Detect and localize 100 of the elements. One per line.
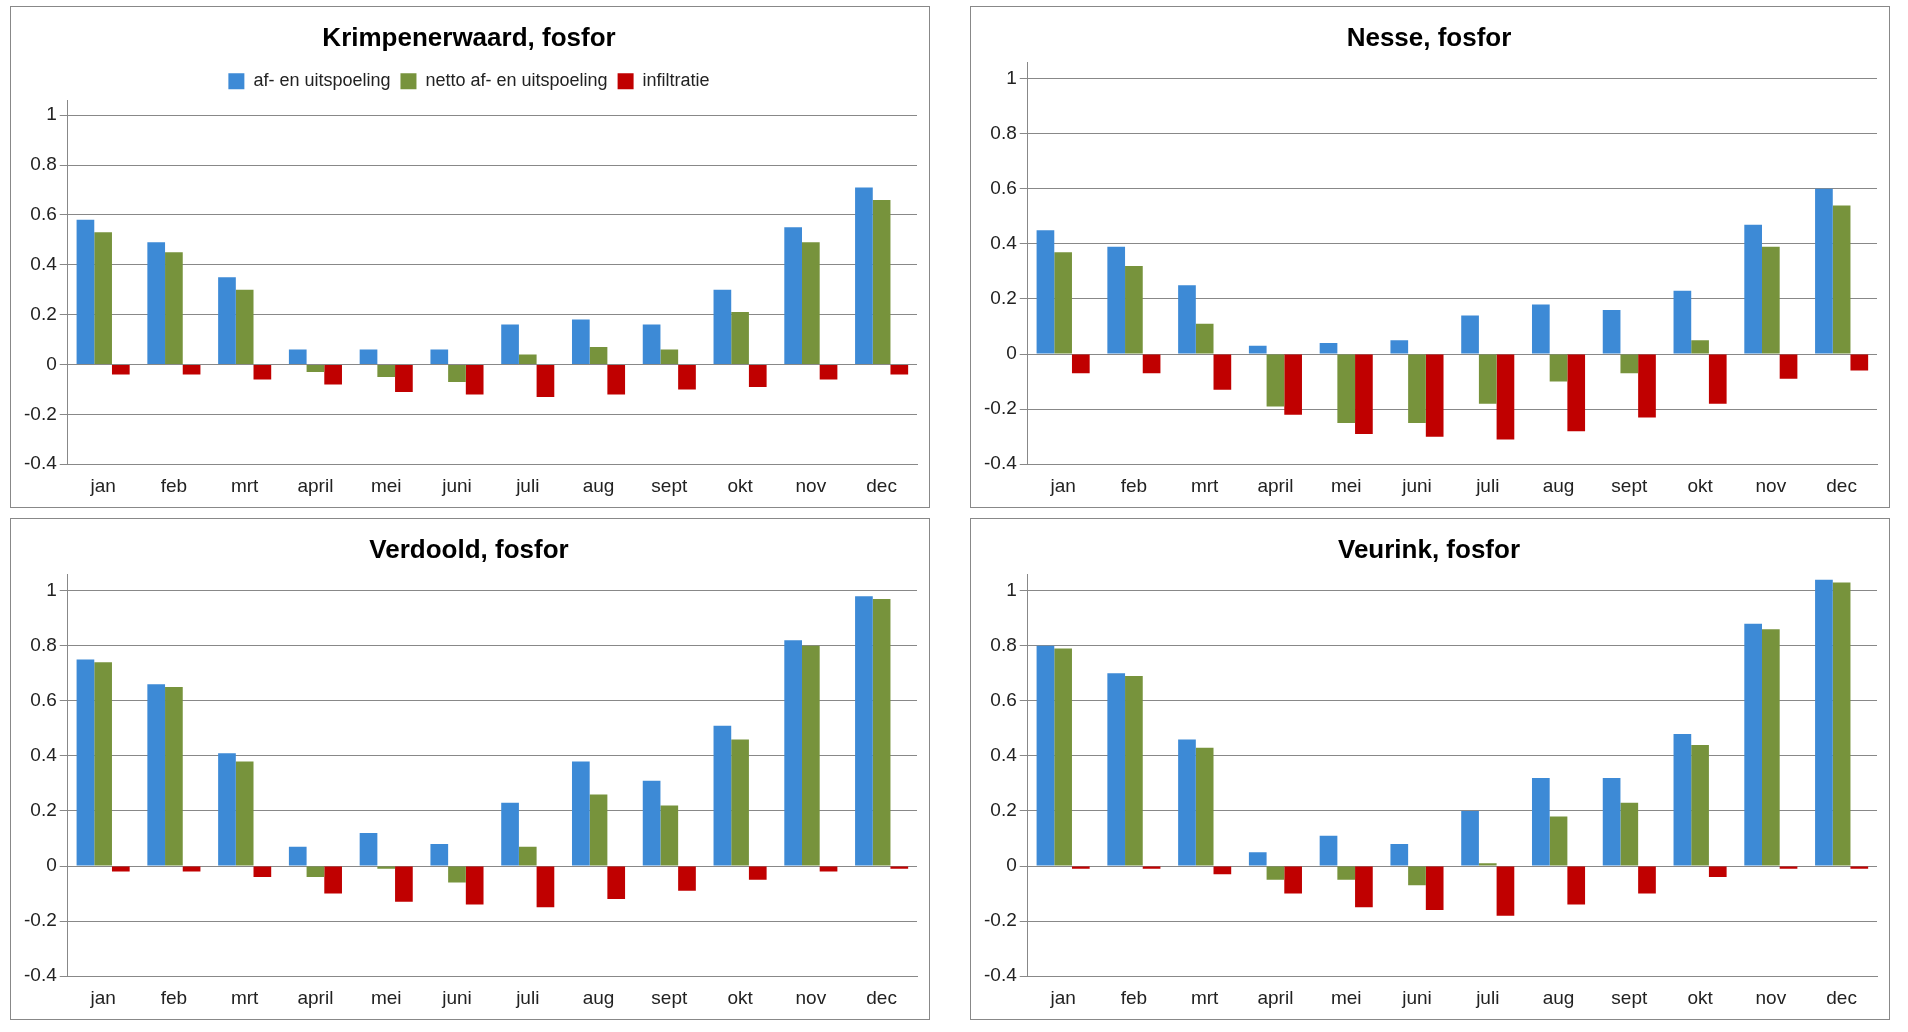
bar <box>784 640 802 866</box>
bar <box>1673 733 1692 866</box>
x-tick-label: jan <box>89 986 116 1008</box>
bar <box>1036 645 1055 866</box>
y-tick-label: 0.4 <box>30 252 58 274</box>
bar <box>1425 354 1444 437</box>
bar <box>536 364 555 397</box>
y-tick-label: 1 <box>46 103 57 125</box>
bar <box>1832 205 1851 354</box>
x-tick-label: okt <box>1687 986 1714 1008</box>
x-tick-label: mei <box>1330 474 1362 496</box>
bar <box>1478 863 1497 866</box>
x-tick-label: mei <box>370 474 402 496</box>
bar <box>660 349 679 364</box>
y-tick-label: 0.8 <box>30 153 57 175</box>
bar <box>218 277 236 364</box>
y-tick-label: 0.2 <box>990 799 1017 821</box>
bar <box>1355 354 1373 434</box>
bar <box>111 866 130 872</box>
bar <box>1708 354 1727 404</box>
x-tick-label: feb <box>160 986 188 1008</box>
bar <box>1850 866 1869 869</box>
bar <box>731 312 749 364</box>
bar <box>1142 354 1161 374</box>
bar <box>748 866 767 880</box>
x-tick-label: sept <box>1611 986 1648 1008</box>
bar <box>802 242 820 364</box>
y-tick-label: 0.6 <box>990 689 1017 711</box>
bar <box>518 354 537 364</box>
bar <box>395 364 413 392</box>
bar <box>1496 866 1515 916</box>
x-tick-label: juli <box>515 474 540 496</box>
bar <box>1054 252 1072 354</box>
bar <box>1195 747 1214 866</box>
bar <box>1478 354 1497 404</box>
bar <box>448 866 466 883</box>
bar <box>1708 866 1727 878</box>
y-tick-label: 1 <box>1006 66 1017 88</box>
bar <box>324 866 342 894</box>
y-tick-label: 0.8 <box>990 634 1017 656</box>
chart-title: Krimpenerwaard, fosfor <box>322 21 616 52</box>
y-tick-label: 0.8 <box>990 122 1017 144</box>
x-tick-label: feb <box>1120 986 1148 1008</box>
bar <box>1832 582 1851 866</box>
bar <box>288 846 307 866</box>
bar <box>748 364 767 387</box>
x-tick-label: okt <box>727 474 754 496</box>
y-tick-label: 0.6 <box>990 177 1017 199</box>
x-tick-label: dec <box>1826 474 1857 496</box>
bar <box>1178 739 1196 866</box>
bar <box>1125 265 1143 354</box>
y-tick-label: 0.6 <box>30 689 57 711</box>
x-tick-label: nov <box>795 474 827 496</box>
y-tick-label: 0.4 <box>30 744 58 766</box>
x-tick-label: jan <box>1049 474 1076 496</box>
bar <box>94 232 112 364</box>
y-tick-label: -0.2 <box>983 397 1017 419</box>
x-tick-label: juni <box>441 986 472 1008</box>
bar <box>518 846 537 866</box>
x-tick-label: aug <box>1542 986 1575 1008</box>
bar <box>1620 802 1639 866</box>
x-tick-label: mrt <box>230 986 260 1008</box>
legend-label: infiltratie <box>642 70 710 91</box>
bar <box>713 725 732 866</box>
y-tick-label: 0.4 <box>990 232 1018 254</box>
x-tick-label: jan <box>1049 986 1076 1008</box>
x-tick-label: april <box>297 474 334 496</box>
y-tick-label: 0.4 <box>990 744 1018 766</box>
bar <box>1408 866 1426 886</box>
bar <box>1337 354 1356 423</box>
legend-label: af- en uitspoeling <box>253 70 391 91</box>
bar <box>430 844 449 866</box>
bar <box>1567 354 1586 432</box>
bar <box>1638 866 1656 894</box>
bar <box>1744 623 1762 866</box>
bar <box>182 364 201 375</box>
bar <box>1266 354 1285 407</box>
bar <box>1602 310 1621 354</box>
x-tick-label: juli <box>515 986 540 1008</box>
bar <box>678 364 696 390</box>
bar <box>571 761 590 866</box>
bar <box>855 187 873 364</box>
bar <box>571 319 590 364</box>
y-tick-label: -0.2 <box>23 402 57 424</box>
y-tick-label: -0.4 <box>23 452 58 474</box>
legend-label: netto af- en uitspoeling <box>425 70 608 91</box>
bar <box>501 324 519 364</box>
bar <box>1125 676 1143 866</box>
x-tick-label: dec <box>1826 986 1857 1008</box>
x-tick-label: mei <box>370 986 402 1008</box>
bar <box>1549 354 1568 382</box>
bar <box>1691 744 1709 866</box>
bar <box>377 364 396 377</box>
bar <box>589 347 608 364</box>
y-tick-label: 0 <box>46 854 57 876</box>
y-tick-label: -0.2 <box>23 909 57 931</box>
bar <box>1744 224 1762 354</box>
bar <box>94 662 112 866</box>
x-tick-label: feb <box>160 474 188 496</box>
x-tick-label: okt <box>1687 474 1714 496</box>
